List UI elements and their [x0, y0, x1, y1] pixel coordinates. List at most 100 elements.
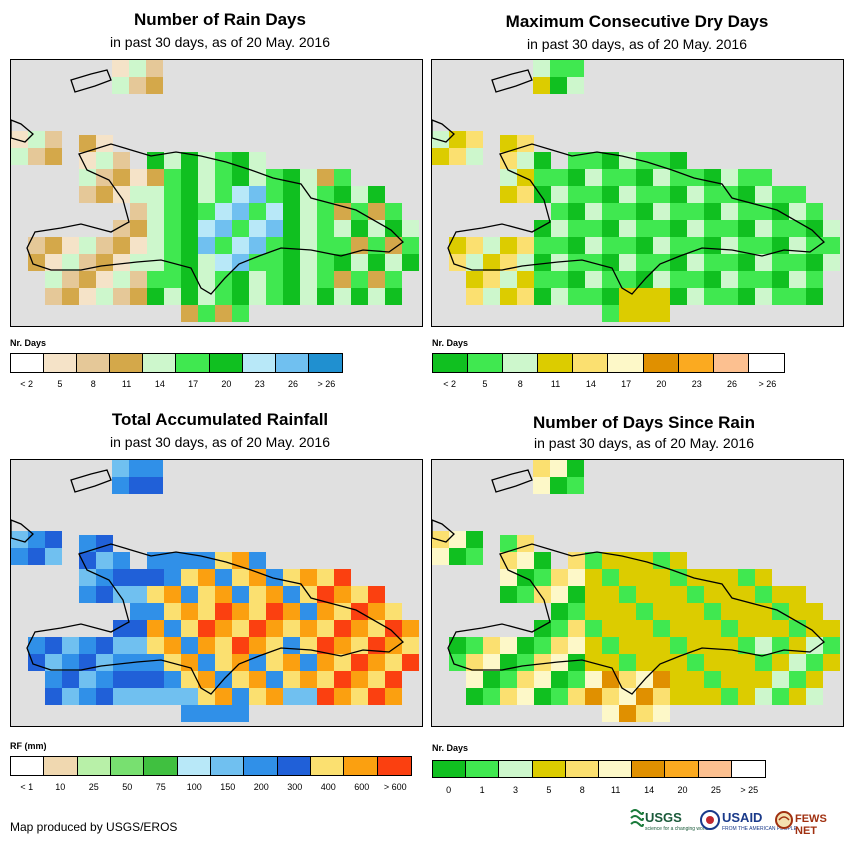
grid-cell	[130, 220, 147, 237]
grid-cell	[500, 637, 517, 654]
grid-cell	[249, 271, 266, 288]
grid-cell	[317, 637, 334, 654]
grid-cell	[533, 77, 550, 94]
grid-cell	[129, 77, 146, 94]
grid-cell	[636, 688, 653, 705]
legend-swatch	[643, 354, 679, 372]
grid-cell	[602, 586, 619, 603]
grid-cell	[11, 148, 28, 165]
grid-cell	[466, 288, 483, 305]
grid-cell	[130, 688, 147, 705]
grid-cell	[568, 254, 585, 271]
grid-cell	[164, 552, 181, 569]
legend-swatch	[499, 761, 533, 777]
grid-cell	[96, 671, 113, 688]
legend-label: 5	[482, 379, 488, 389]
grid-cell	[738, 271, 755, 288]
grid-cell	[113, 237, 130, 254]
grid-cell	[755, 637, 772, 654]
grid-cell	[653, 169, 670, 186]
grid-cell	[704, 620, 721, 637]
grid-cell	[602, 288, 619, 305]
grid-cell	[653, 705, 670, 722]
grid-cell	[130, 237, 147, 254]
grid-cell	[368, 220, 385, 237]
grid-cells	[432, 460, 840, 722]
grid-cell	[517, 288, 534, 305]
grid-cell	[249, 237, 266, 254]
grid-cell	[79, 637, 96, 654]
grid-cell	[568, 671, 585, 688]
legend-title: Nr. Days	[10, 338, 47, 348]
grid-cell	[534, 637, 551, 654]
grid-cell	[585, 552, 602, 569]
legend-label: 11	[611, 785, 621, 795]
grid-cell	[500, 586, 517, 603]
legend-label: 26	[727, 379, 738, 389]
grid-cell	[636, 152, 653, 169]
grid-cell	[619, 237, 636, 254]
grid-cell	[147, 586, 164, 603]
grid-cell	[653, 186, 670, 203]
grid-cell	[721, 254, 738, 271]
grid-cell	[249, 603, 266, 620]
grid-cell	[334, 203, 351, 220]
grid-cell	[551, 688, 568, 705]
grid-cell	[147, 169, 164, 186]
grid-cell	[283, 254, 300, 271]
legend-label: 10	[55, 782, 66, 792]
grid-cell	[704, 586, 721, 603]
grid-cell	[62, 237, 79, 254]
grid-cell	[113, 637, 130, 654]
grid-cell	[164, 671, 181, 688]
grid-cell	[534, 552, 551, 569]
legend-swatch	[599, 761, 633, 777]
grid-cell	[721, 603, 738, 620]
grid-cell	[687, 671, 704, 688]
grid-cell	[317, 671, 334, 688]
grid-cell	[619, 152, 636, 169]
grid-cell	[670, 671, 687, 688]
grid-cell	[550, 477, 567, 494]
grid-cell	[585, 603, 602, 620]
grid-cell	[351, 186, 368, 203]
panel-subtitle: in past 30 days, as of 20 May. 2016	[534, 435, 754, 451]
grid-cell	[96, 586, 113, 603]
grid-cell	[483, 654, 500, 671]
legend-swatch	[748, 354, 784, 372]
grid-cell	[164, 271, 181, 288]
legend-label: 400	[320, 782, 336, 792]
grid-cell	[11, 531, 28, 548]
grid-cell	[96, 186, 113, 203]
grid-cell	[317, 620, 334, 637]
map-canvas	[11, 460, 419, 722]
legend-label: > 26	[317, 379, 336, 389]
grid-cell	[619, 705, 636, 722]
grid-cell	[670, 288, 687, 305]
grid-cell	[806, 671, 823, 688]
grid-cell	[351, 288, 368, 305]
grid-cell	[181, 152, 198, 169]
grid-cell	[45, 254, 62, 271]
grid-cell	[687, 654, 704, 671]
grid-cell	[687, 603, 704, 620]
grid-cell	[636, 220, 653, 237]
grid-cell	[249, 586, 266, 603]
grid-cell	[567, 460, 584, 477]
grid-cell	[670, 569, 687, 586]
grid-cell	[721, 220, 738, 237]
grid-cell	[215, 203, 232, 220]
legend-label: 25	[710, 785, 721, 795]
grid-cell	[215, 705, 232, 722]
grid-cell	[45, 637, 62, 654]
grid-cell	[772, 688, 789, 705]
legend-label: 75	[155, 782, 166, 792]
grid-cell	[147, 271, 164, 288]
grid-cell	[249, 637, 266, 654]
grid-cell	[466, 688, 483, 705]
grid-cell	[147, 637, 164, 654]
legend-label: 50	[122, 782, 133, 792]
grid-cell	[534, 254, 551, 271]
grid-cell	[534, 586, 551, 603]
grid-cell	[215, 552, 232, 569]
